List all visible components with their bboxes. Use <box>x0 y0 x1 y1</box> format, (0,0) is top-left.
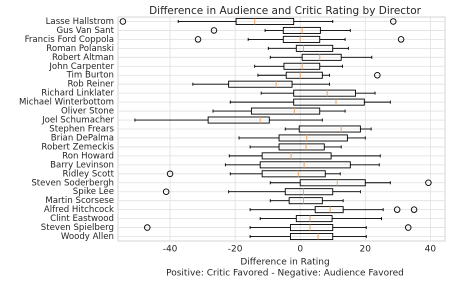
box <box>289 224 334 232</box>
flier <box>397 36 405 43</box>
box <box>299 179 366 187</box>
y-tick-label: Oliver Stone <box>61 107 114 117</box>
box <box>261 170 326 178</box>
box <box>314 206 344 214</box>
box <box>285 71 323 79</box>
flier <box>404 224 412 231</box>
box <box>293 89 356 97</box>
y-tick-label: Francis Ford Coppola <box>25 35 114 45</box>
flier <box>374 71 381 79</box>
x-axis-label: Positive: Critic Favored - Negative: Aud… <box>166 269 404 279</box>
y-tick-label: Alfred Hitchcock <box>44 205 114 215</box>
y-tick-label: Tim Burton <box>66 71 114 81</box>
y-tick-label: John Carpenter <box>48 62 114 72</box>
flier <box>425 179 432 187</box>
box <box>295 215 333 223</box>
y-tick-label: Robert Altman <box>52 53 114 63</box>
chart-title: Difference in Audience and Critic Rating… <box>149 5 422 17</box>
box <box>284 188 334 196</box>
flier <box>410 206 418 213</box>
y-tick-label: Woody Allen <box>61 232 114 242</box>
flier <box>144 224 151 231</box>
box <box>259 161 351 169</box>
box <box>293 98 365 106</box>
y-tick-label: Ridley Scott <box>63 169 115 179</box>
box <box>282 35 321 43</box>
y-tick-label: Barry Levinson <box>50 160 114 170</box>
x-axis-label: Difference in Rating <box>240 258 329 268</box>
x-tick-label: 40 <box>425 245 437 255</box>
y-tick-label: Robert Zemeckis <box>41 142 114 152</box>
x-tick-label: 20 <box>360 245 372 255</box>
y-tick-label: Ron Howard <box>62 151 114 161</box>
x-tick-label: -40 <box>163 245 178 255</box>
box <box>278 134 348 142</box>
box <box>207 116 270 124</box>
box <box>295 44 334 52</box>
box <box>228 80 293 88</box>
x-tick-label: -20 <box>228 245 243 255</box>
box <box>301 53 342 61</box>
flier <box>393 206 401 213</box>
y-tick-label: Brian DePalma <box>51 133 114 143</box>
flier <box>166 170 174 178</box>
y-tick-label: Steven Soderbergh <box>31 178 114 188</box>
box <box>278 143 325 151</box>
box <box>261 152 332 160</box>
y-tick-label: Joel Schumacher <box>41 116 114 126</box>
y-tick-label: Spike Lee <box>73 187 114 197</box>
flier <box>194 36 202 43</box>
y-tick-label: Martin Scorsese <box>45 196 114 206</box>
flier <box>119 18 127 25</box>
flier <box>210 27 218 34</box>
y-tick-label: Clint Eastwood <box>50 214 114 224</box>
y-tick-label: Rob Reiner <box>67 80 114 90</box>
x-tick-label: 0 <box>297 245 303 255</box>
y-tick-label: Richard Linklater <box>41 89 114 99</box>
y-tick-label: Roman Polanski <box>46 44 114 54</box>
y-tick-label: Steven Spielberg <box>41 223 114 233</box>
y-tick-label: Michael Winterbottom <box>19 98 114 108</box>
y-tick-label: Gus Van Sant <box>56 26 114 36</box>
flier <box>390 18 397 25</box>
box <box>298 125 361 133</box>
box <box>250 107 321 115</box>
box <box>289 233 334 241</box>
box <box>235 17 295 25</box>
y-tick-label: Lasse Hallstrom <box>46 17 114 27</box>
y-tick-label: Stephen Frears <box>49 125 114 135</box>
flier <box>162 188 170 195</box>
box <box>288 197 323 205</box>
